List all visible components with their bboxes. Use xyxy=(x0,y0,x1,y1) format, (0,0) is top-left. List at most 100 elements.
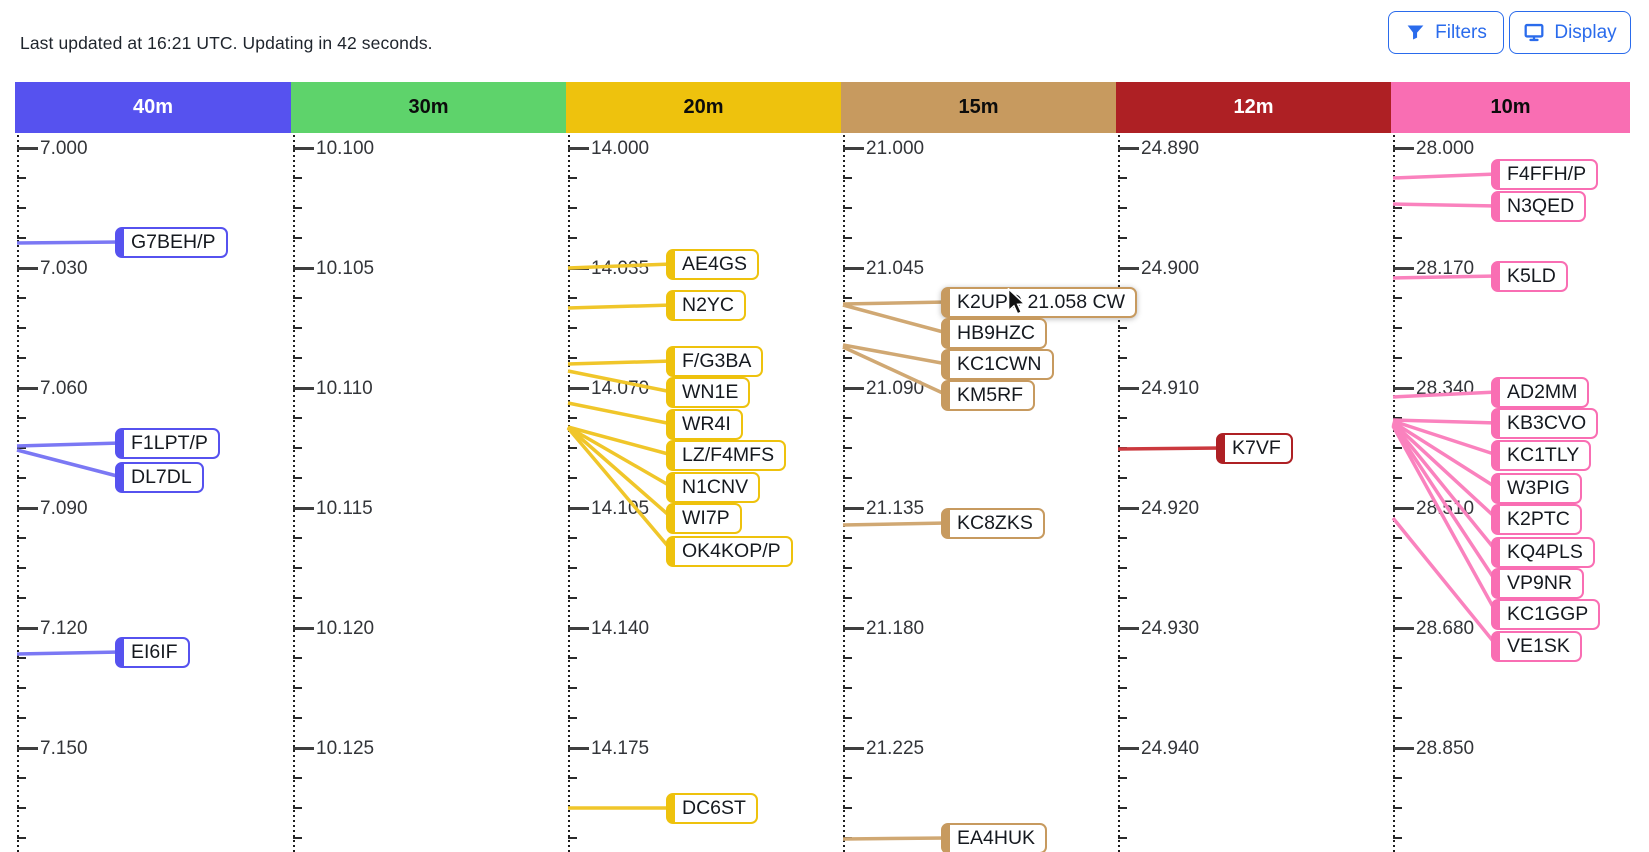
spot-badge-KC1CWN[interactable]: KC1CWN xyxy=(941,348,1054,380)
minor-tick xyxy=(568,177,577,179)
spot-badge-F4FFH/P[interactable]: F4FFH/P xyxy=(1491,158,1599,190)
frequency-tick-label: 14.105 xyxy=(591,498,650,519)
spot-badge-W3PIG[interactable]: W3PIG xyxy=(1491,472,1582,504)
minor-tick xyxy=(1118,597,1127,599)
minor-tick xyxy=(843,357,852,359)
minor-tick xyxy=(17,537,26,539)
major-tick xyxy=(568,507,589,510)
spot-badge-K5LD[interactable]: K5LD xyxy=(1491,260,1568,292)
spot-line-KC1CWN xyxy=(842,343,948,366)
spot-badge-WN1E[interactable]: WN1E xyxy=(666,376,751,408)
major-tick xyxy=(1118,747,1139,750)
major-tick xyxy=(17,747,38,750)
spot-badge-EI6IF[interactable]: EI6IF xyxy=(115,636,190,668)
major-tick xyxy=(843,627,864,630)
minor-tick xyxy=(568,297,577,299)
minor-tick xyxy=(1118,237,1127,239)
band-header-label: 12m xyxy=(1233,96,1274,118)
spot-badge-K2UPD[interactable]: K2UPD 21.058 CW xyxy=(941,286,1137,318)
spot-line-N3QED xyxy=(1392,202,1498,208)
minor-tick xyxy=(17,327,26,329)
band-header-label: 10m xyxy=(1490,96,1531,118)
frequency-tick-label: 7.090 xyxy=(40,498,88,519)
minor-tick xyxy=(293,777,302,779)
spot-badge-DC6ST[interactable]: DC6ST xyxy=(666,792,758,824)
minor-tick xyxy=(1118,657,1127,659)
spot-badge-KC1TLY[interactable]: KC1TLY xyxy=(1491,439,1592,471)
minor-tick xyxy=(843,657,852,659)
spot-line-KM5RF xyxy=(842,345,948,397)
frequency-axis-12m xyxy=(1118,135,1120,852)
spot-badge-OK4KOP/P[interactable]: OK4KOP/P xyxy=(666,535,793,567)
spot-badge-EA4HUK[interactable]: EA4HUK xyxy=(941,822,1048,852)
minor-tick xyxy=(1118,567,1127,569)
major-tick xyxy=(293,147,314,150)
spot-badge-F1LPT/P[interactable]: F1LPT/P xyxy=(115,427,220,459)
spot-badge-K7VF[interactable]: K7VF xyxy=(1216,432,1293,464)
minor-tick xyxy=(568,357,577,359)
spot-badge-N2YC[interactable]: N2YC xyxy=(666,289,747,321)
minor-tick xyxy=(1393,687,1402,689)
spot-badge-AD2MM[interactable]: AD2MM xyxy=(1491,376,1590,408)
spot-line-WN1E xyxy=(567,369,673,394)
minor-tick xyxy=(17,837,26,839)
spot-badge-WI7P[interactable]: WI7P xyxy=(666,502,742,534)
minor-tick xyxy=(1393,777,1402,779)
minor-tick xyxy=(293,657,302,659)
spot-badge-N1CNV[interactable]: N1CNV xyxy=(666,471,761,503)
spot-line-K7VF xyxy=(1117,446,1223,451)
spot-line-AD2MM xyxy=(1392,390,1498,399)
minor-tick xyxy=(17,567,26,569)
spot-badge-VE1SK[interactable]: VE1SK xyxy=(1491,630,1582,662)
spot-badge-KB3CVO[interactable]: KB3CVO xyxy=(1491,407,1599,439)
band-header-20m: 20m xyxy=(566,82,841,133)
frequency-tick-label: 24.910 xyxy=(1141,378,1200,399)
spot-callsign-label: LZ/F4MFS xyxy=(682,443,775,466)
minor-tick xyxy=(568,447,577,449)
display-button[interactable]: Display xyxy=(1509,11,1631,54)
major-tick xyxy=(17,627,38,630)
spot-badge-KM5RF[interactable]: KM5RF xyxy=(941,379,1036,411)
minor-tick xyxy=(1393,237,1402,239)
band-header-label: 20m xyxy=(683,96,724,118)
minor-tick xyxy=(1393,717,1402,719)
spot-badge-VP9NR[interactable]: VP9NR xyxy=(1491,567,1585,599)
filters-button[interactable]: Filters xyxy=(1388,11,1504,54)
minor-tick xyxy=(293,597,302,599)
minor-tick xyxy=(17,357,26,359)
frequency-tick-label: 10.115 xyxy=(316,498,373,519)
frequency-tick-label: 10.125 xyxy=(316,738,375,759)
spot-line-F/G3BA xyxy=(567,359,673,366)
spot-badge-LZ/F4MFS[interactable]: LZ/F4MFS xyxy=(666,439,787,471)
spot-badge-HB9HZC[interactable]: HB9HZC xyxy=(941,317,1048,349)
minor-tick xyxy=(1118,477,1127,479)
spot-line-WI7P xyxy=(566,425,674,520)
minor-tick xyxy=(1118,537,1127,539)
spot-badge-DL7DL[interactable]: DL7DL xyxy=(115,461,204,493)
minor-tick xyxy=(1118,417,1127,419)
frequency-tick-label: 7.000 xyxy=(40,138,88,159)
spot-badge-KC8ZKS[interactable]: KC8ZKS xyxy=(941,507,1045,539)
minor-tick xyxy=(843,717,852,719)
spot-callsign-label: K2PTC xyxy=(1507,507,1570,530)
spot-line-K5LD xyxy=(1392,274,1498,280)
spot-badge-AE4GS[interactable]: AE4GS xyxy=(666,248,760,280)
minor-tick xyxy=(843,417,852,419)
spot-callsign-label: KC8ZKS xyxy=(957,511,1033,534)
spot-badge-F/G3BA[interactable]: F/G3BA xyxy=(666,345,764,377)
spot-callsign-label: DL7DL xyxy=(131,465,192,488)
spot-badge-KQ4PLS[interactable]: KQ4PLS xyxy=(1491,536,1595,568)
spot-line-KQ4PLS xyxy=(1391,422,1499,554)
minor-tick xyxy=(568,687,577,689)
spot-badge-WR4I[interactable]: WR4I xyxy=(666,408,743,440)
minor-tick xyxy=(568,477,577,479)
minor-tick xyxy=(843,777,852,779)
minor-tick xyxy=(568,327,577,329)
frequency-tick-label: 24.920 xyxy=(1141,498,1200,519)
frequency-tick-label: 28.680 xyxy=(1416,618,1475,639)
spot-badge-K2PTC[interactable]: K2PTC xyxy=(1491,503,1582,535)
spot-badge-G7BEH/P[interactable]: G7BEH/P xyxy=(115,226,228,258)
frequency-tick-label: 21.225 xyxy=(866,738,925,759)
spot-badge-N3QED[interactable]: N3QED xyxy=(1491,190,1587,222)
spot-badge-KC1GGP[interactable]: KC1GGP xyxy=(1491,598,1601,630)
